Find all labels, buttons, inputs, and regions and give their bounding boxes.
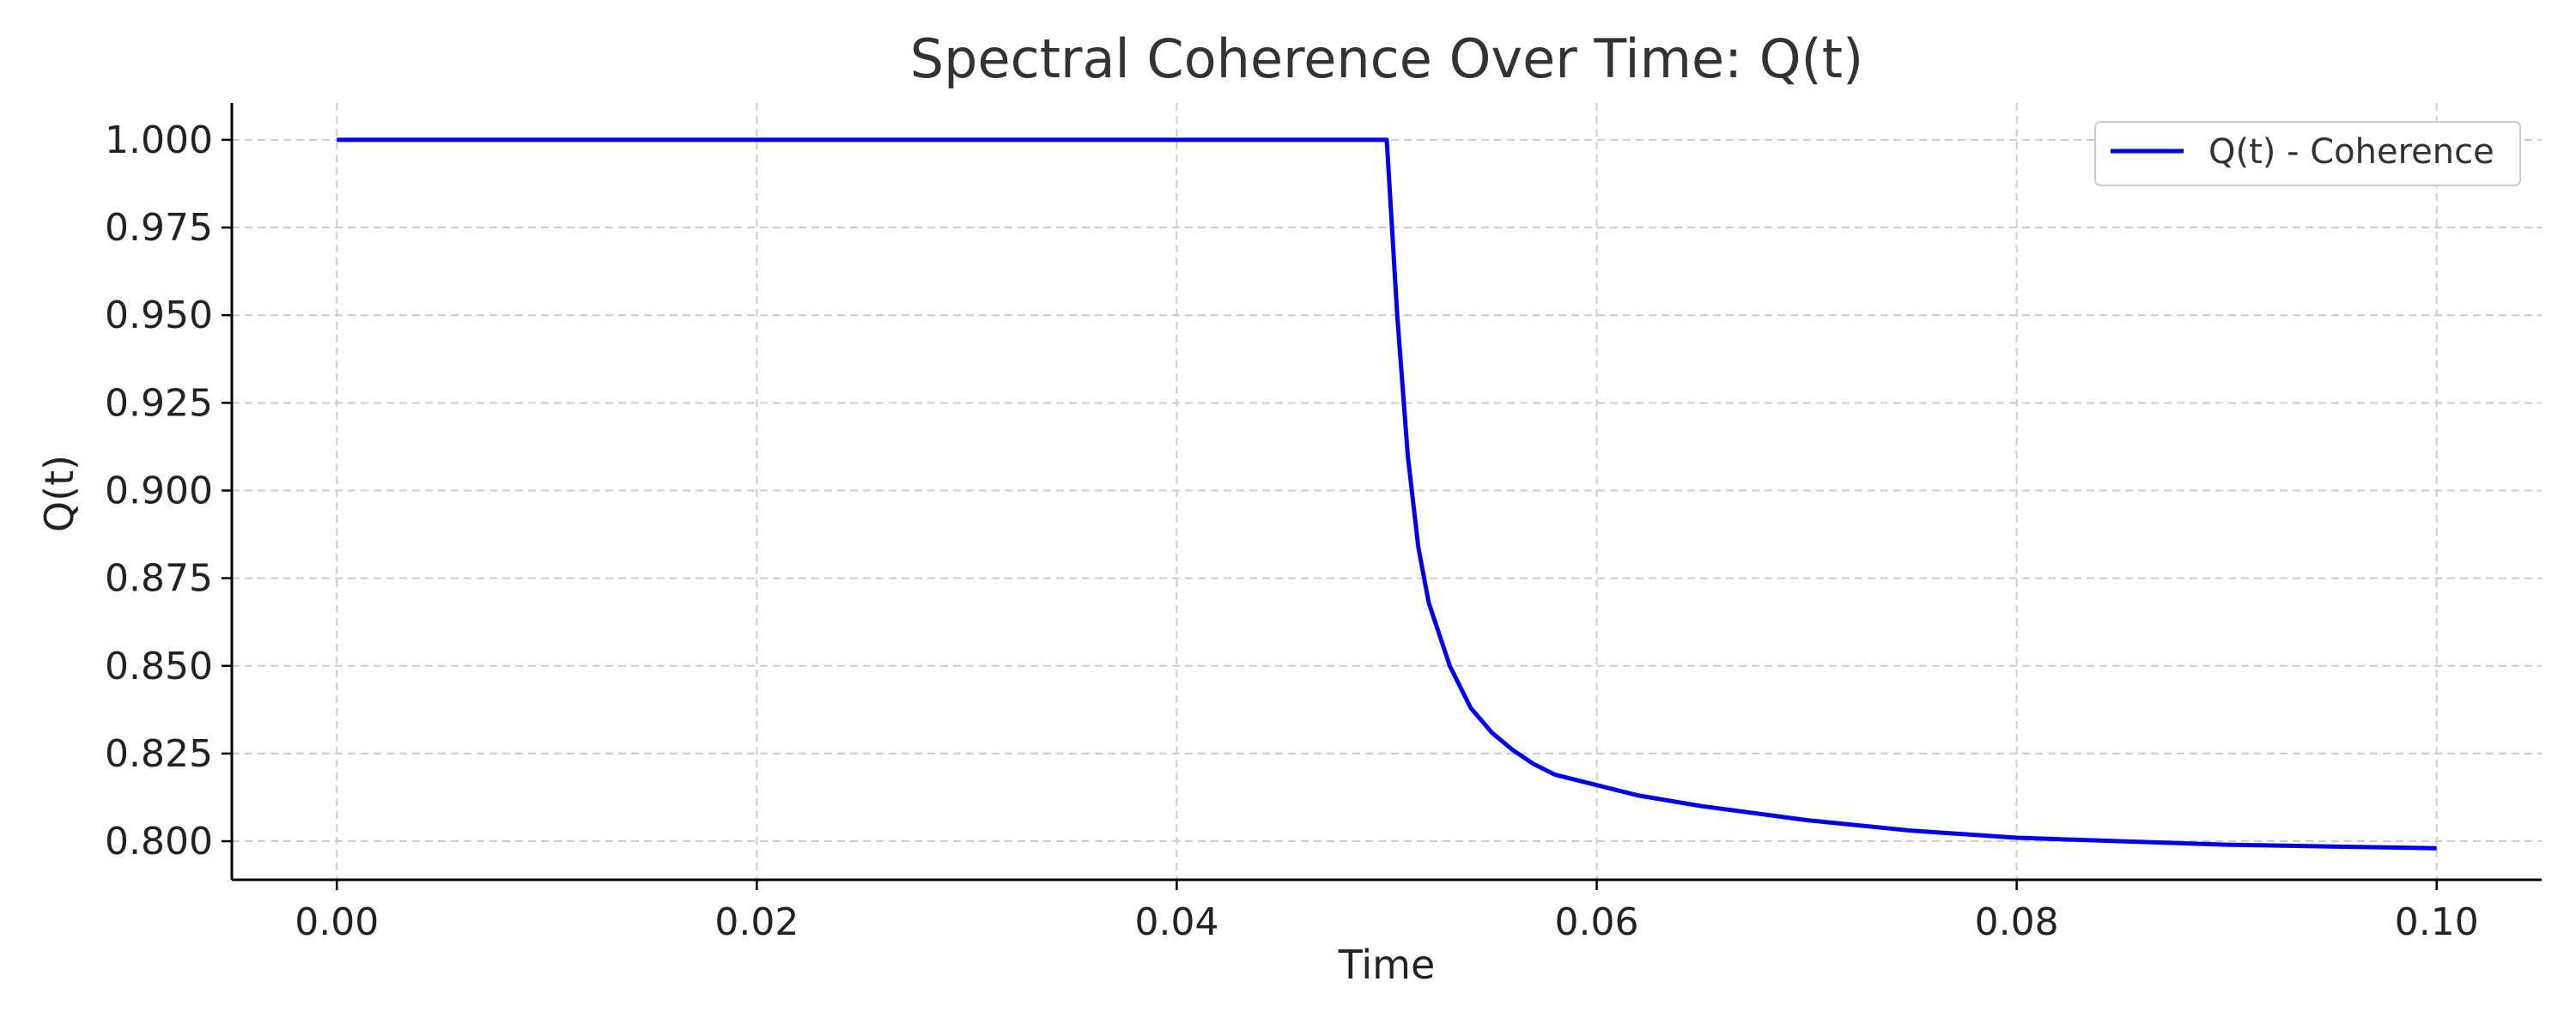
y-axis-label: Q(t) <box>36 455 82 532</box>
x-tick-label: 0.04 <box>1134 900 1218 944</box>
grid-layer <box>232 103 2542 880</box>
x-ticks: 0.00 0.02 0.04 0.06 0.08 0.10 <box>295 880 2479 944</box>
y-tick-label: 0.825 <box>105 732 213 776</box>
y-tick-label: 0.875 <box>105 557 213 601</box>
x-tick-label: 0.06 <box>1555 900 1639 944</box>
x-tick-label: 0.08 <box>1975 900 2059 944</box>
chart-title: Spectral Coherence Over Time: Q(t) <box>910 27 1864 90</box>
legend-box <box>2094 121 2521 186</box>
series-line <box>337 137 2437 851</box>
y-tick-label: 0.900 <box>105 469 213 512</box>
series-layer <box>337 137 2437 851</box>
y-tick-label: 0.950 <box>105 294 213 337</box>
y-ticks: 0.800 0.825 0.850 0.875 0.900 0.925 0.950 0.975… <box>105 118 232 863</box>
y-tick-label: 0.975 <box>105 206 213 250</box>
y-tick-label: 0.800 <box>105 820 213 863</box>
x-tick-label: 0.02 <box>714 900 799 944</box>
x-tick-label: 0.10 <box>2395 900 2479 944</box>
y-tick-label: 0.850 <box>105 645 213 688</box>
y-tick-label: 0.925 <box>105 381 213 425</box>
legend-label: Q(t) - Coherence <box>2208 132 2494 172</box>
x-axis-label: Time <box>1338 942 1436 988</box>
y-tick-label: 1.000 <box>105 118 213 162</box>
x-tick-label: 0.00 <box>295 900 379 944</box>
legend: Q(t) - Coherence <box>2094 121 2521 186</box>
